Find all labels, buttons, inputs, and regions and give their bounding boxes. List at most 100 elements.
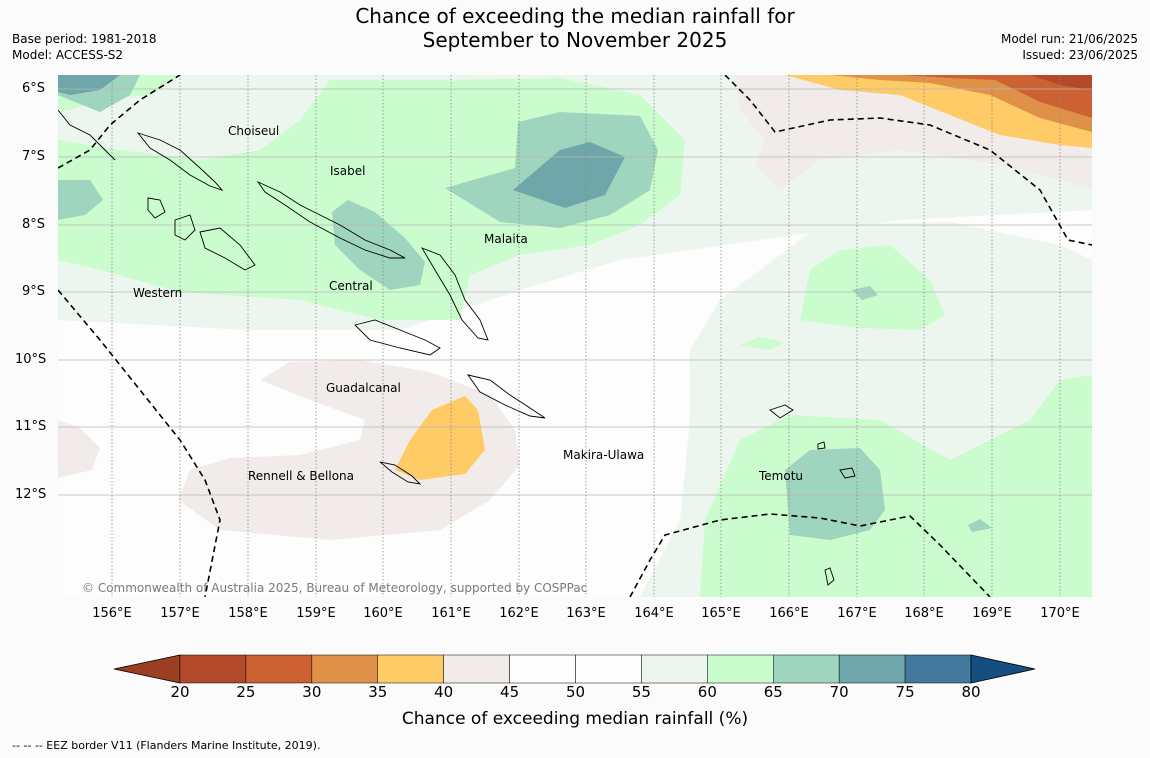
meta-left: Base period: 1981-2018 Model: ACCESS-S2 <box>12 31 157 63</box>
contour-60-65-small <box>740 337 785 350</box>
colorbar-tick-label: 20 <box>170 683 190 701</box>
contour-70-75-malaita <box>513 142 625 208</box>
colorbar-tick-label: 70 <box>829 683 849 701</box>
label-choiseul: Choiseul <box>228 124 279 138</box>
lon-label-170: 170°E <box>1040 606 1080 621</box>
province-labels: Choiseul Isabel Malaita Western Central … <box>133 124 803 483</box>
contour-65-70-dot2 <box>968 519 992 532</box>
map-fill-layer <box>58 75 1092 597</box>
model-name: Model: ACCESS-S2 <box>12 48 124 62</box>
map-title-line2: September to November 2025 <box>422 28 728 52</box>
lat-label-9s: 9°S <box>22 284 46 299</box>
lon-label-162: 162°E <box>499 606 539 621</box>
lat-gridlines <box>58 88 1092 496</box>
colorbar-segment <box>509 654 576 684</box>
lon-label-164: 164°E <box>634 606 674 621</box>
lon-label-169: 169°E <box>972 606 1012 621</box>
temotu-island-1 <box>769 404 794 419</box>
lon-label-160: 160°E <box>363 606 403 621</box>
colorbar-label: Chance of exceeding median rainfall (%) <box>401 709 749 729</box>
contour-70-75-topleft <box>58 75 120 95</box>
makira-island <box>466 374 546 419</box>
map-title: Chance of exceeding the median rainfall … <box>0 4 1150 52</box>
colorbar-tick-label: 60 <box>697 683 717 701</box>
label-guadalcanal: Guadalcanal <box>326 381 401 395</box>
lat-label-7s: 7°S <box>22 149 46 164</box>
label-central: Central <box>329 279 373 293</box>
contour-60-65-east <box>800 245 945 330</box>
eez-north-west <box>58 75 181 169</box>
western-island-1 <box>174 214 196 241</box>
colorbar-segment <box>311 654 379 684</box>
lon-label-165: 165°E <box>701 606 741 621</box>
colorbar-tick-label: 35 <box>368 683 388 701</box>
isabel-island <box>256 180 406 259</box>
eez-border <box>58 75 1092 597</box>
lon-label-159: 159°E <box>296 606 336 621</box>
meta-right: Model run: 21/06/2025 Issued: 23/06/2025 <box>1001 31 1138 63</box>
contour-65-70-dot <box>852 286 878 300</box>
lon-gridlines <box>111 75 1061 597</box>
temotu-island-2 <box>839 467 856 479</box>
contour-40-45-west <box>58 420 100 478</box>
colorbar-segment <box>773 654 840 684</box>
issued-date: Issued: 23/06/2025 <box>1022 48 1138 62</box>
contour-25-30 <box>900 75 1092 118</box>
colorbar-tick-label: 75 <box>895 683 915 701</box>
western-island-2 <box>199 227 256 271</box>
colorbar-tick-label: 30 <box>302 683 322 701</box>
contour-20-25 <box>1030 75 1092 90</box>
temotu-island-3 <box>817 441 826 450</box>
colorbar-segment <box>443 654 510 684</box>
colorbar-tick-label: 45 <box>500 683 520 701</box>
colorbar-segment <box>179 654 247 684</box>
lon-label-167: 167°E <box>837 606 877 621</box>
contour-60-65-southeast <box>700 375 1092 597</box>
label-temotu: Temotu <box>758 469 803 483</box>
bougainville-coast <box>58 109 116 161</box>
contour-65-70-west <box>58 180 103 220</box>
colorbar-segment <box>575 654 642 684</box>
colorbar-under-arrow <box>113 654 181 684</box>
western-island-3 <box>147 197 166 219</box>
label-western: Western <box>133 286 182 300</box>
lon-label-161: 161°E <box>431 606 471 621</box>
contour-35-40-rennell <box>395 396 485 480</box>
colorbar-segment <box>904 654 972 684</box>
colorbar-tick-label: 65 <box>763 683 783 701</box>
lon-label-158: 158°E <box>228 606 268 621</box>
lat-label-10s: 10°S <box>15 352 47 367</box>
lat-label-11s: 11°S <box>15 419 47 434</box>
colorbar-segment <box>245 654 313 684</box>
central-island <box>354 319 441 356</box>
eez-east <box>724 75 1092 246</box>
lon-label-156: 156°E <box>92 606 132 621</box>
colorbar-segment <box>838 654 906 684</box>
colorbar-tick-label: 40 <box>434 683 454 701</box>
label-malaita: Malaita <box>484 232 528 246</box>
colorbar-tick-label: 80 <box>961 683 981 701</box>
copyright-notice: © Commonwealth of Australia 2025, Bureau… <box>82 581 587 595</box>
rennell-island <box>379 461 422 485</box>
colorbar-segment <box>641 654 708 684</box>
label-makira-ulawa: Makira-Ulawa <box>563 448 644 462</box>
lon-label-157: 157°E <box>160 606 200 621</box>
colorbar-tick-label: 55 <box>631 683 651 701</box>
lon-label-163: 163°E <box>566 606 606 621</box>
temotu-island-4 <box>824 567 835 586</box>
lat-label-12s: 12°S <box>15 487 47 502</box>
colorbar-segments <box>179 654 972 684</box>
map-title-line1: Chance of exceeding the median rainfall … <box>355 4 795 28</box>
colorbar-segment <box>377 654 444 684</box>
colorbar-segment <box>707 654 774 684</box>
lat-label-8s: 8°S <box>22 217 46 232</box>
choiseul-island <box>136 132 224 191</box>
lon-label-168: 168°E <box>904 606 944 621</box>
malaita-island <box>420 247 489 341</box>
eez-south <box>629 513 991 597</box>
colorbar-tick-label: 50 <box>565 683 586 701</box>
base-period: Base period: 1981-2018 <box>12 32 157 46</box>
colorbar-tick-label: 25 <box>236 683 256 701</box>
label-rennell-bellona: Rennell & Bellona <box>248 469 354 483</box>
